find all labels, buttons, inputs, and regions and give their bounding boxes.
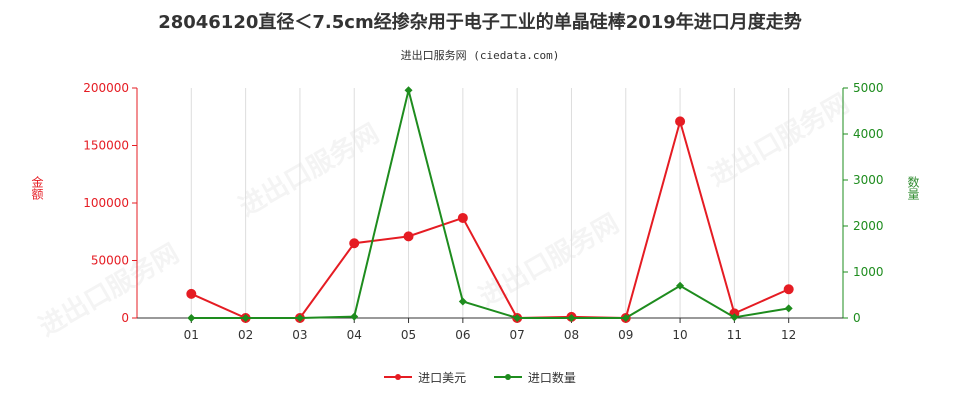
data-point-qty	[621, 314, 630, 322]
y-right-tick-label: 2000	[853, 219, 884, 233]
x-tick-label: 03	[292, 328, 307, 342]
data-point-usd	[675, 116, 686, 127]
y-left-tick-label: 200000	[83, 81, 129, 95]
x-tick-label: 10	[672, 328, 687, 342]
y-right-tick-label: 5000	[853, 81, 884, 95]
x-tick-label: 08	[564, 328, 579, 342]
legend: 进口美元 进口数量	[0, 367, 960, 386]
data-point-qty	[295, 314, 304, 322]
y-right-tick-label: 4000	[853, 127, 884, 141]
data-point-qty	[730, 313, 739, 322]
legend-swatch-qty	[493, 374, 522, 380]
y-left-tick-label: 100000	[83, 196, 129, 210]
x-tick-label: 06	[455, 328, 470, 342]
x-tick-label: 05	[401, 328, 416, 342]
x-tick-label: 11	[727, 328, 742, 342]
data-point-usd	[349, 238, 360, 249]
data-point-qty	[187, 314, 196, 322]
series-line-qty	[191, 90, 789, 319]
data-point-qty	[241, 314, 250, 322]
data-point-qty	[350, 312, 359, 321]
chart-title: 28046120直径＜7.5cm经掺杂用于电子工业的单晶硅棒2019年进口月度走…	[158, 12, 802, 33]
data-point-usd	[457, 212, 468, 223]
data-point-qty	[784, 304, 793, 313]
x-tick-label: 04	[347, 328, 362, 342]
data-point-usd	[403, 231, 414, 242]
y-right-tick-label: 3000	[853, 173, 884, 187]
data-point-qty	[567, 314, 576, 322]
y-axis-right-label: 数量	[906, 176, 920, 200]
y-left-tick-label: 0	[121, 311, 129, 325]
chart-subtitle: 进出口服务网 (ciedata.com)	[400, 49, 560, 62]
y-axis-left-label: 金额	[30, 176, 44, 200]
legend-label-qty: 进口数量	[527, 370, 576, 385]
legend-label-usd: 进口美元	[418, 370, 467, 385]
data-point-usd	[186, 288, 197, 299]
y-right-tick-label: 1000	[853, 265, 884, 279]
x-tick-label: 12	[781, 328, 796, 342]
y-left-tick-label: 150000	[83, 139, 129, 153]
x-tick-label: 01	[184, 328, 199, 342]
data-point-qty	[458, 297, 467, 306]
legend-item-usd[interactable]: 进口美元	[384, 369, 466, 386]
series-line-usd	[190, 117, 790, 320]
x-tick-label: 09	[618, 328, 633, 342]
legend-item-qty[interactable]: 进口数量	[493, 369, 576, 386]
legend-swatch-usd	[384, 374, 413, 380]
x-tick-label: 02	[238, 328, 253, 342]
data-point-qty	[676, 281, 685, 290]
y-left-tick-label: 50000	[91, 254, 129, 268]
data-point-qty	[404, 86, 413, 95]
y-right-tick-label: 0	[853, 311, 861, 325]
x-tick-label: 07	[510, 328, 525, 342]
data-point-usd	[783, 284, 794, 295]
data-point-qty	[513, 314, 522, 322]
